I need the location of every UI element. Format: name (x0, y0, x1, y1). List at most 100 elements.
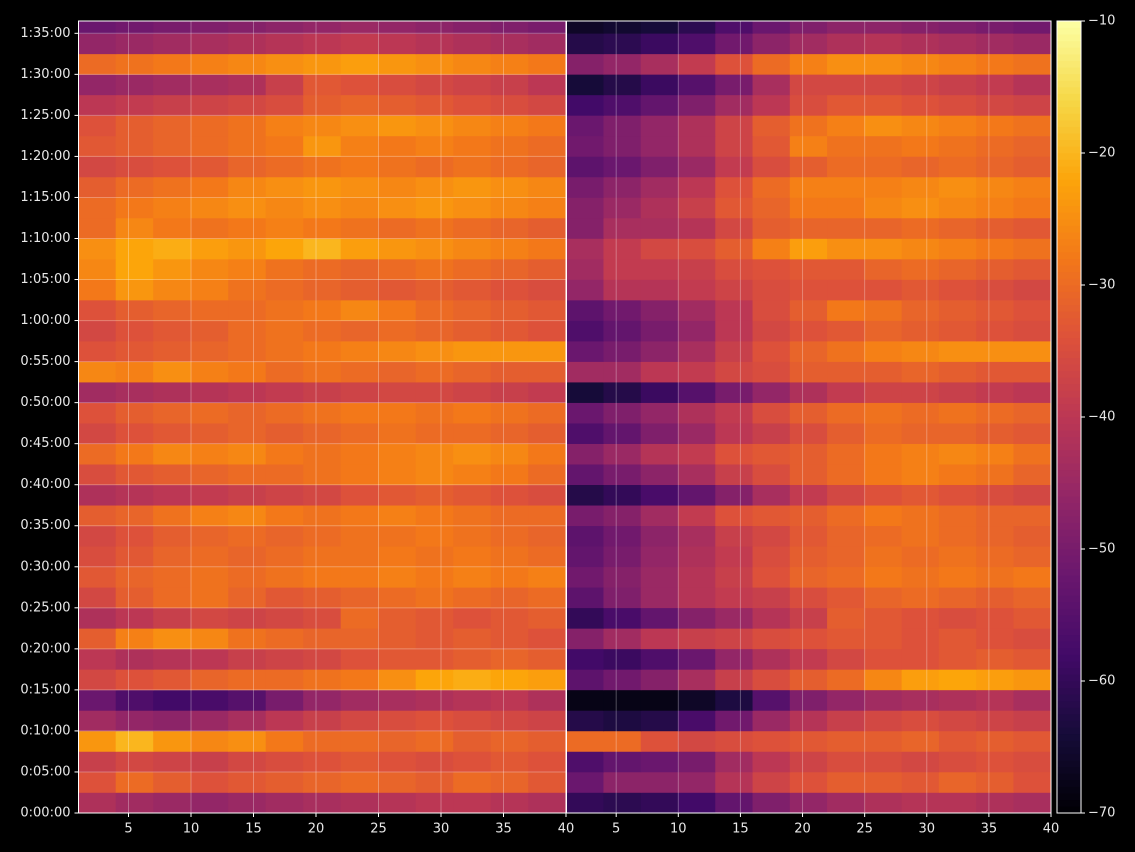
heat-cell (827, 566, 865, 588)
heat-cell (190, 525, 229, 547)
colorbar-step (1057, 99, 1081, 108)
heat-cell (789, 279, 828, 301)
heat-cell (566, 217, 605, 239)
heat-cell (415, 381, 454, 403)
heat-cell (752, 258, 791, 280)
heat-cell (78, 135, 117, 157)
heat-cell (827, 422, 865, 444)
colorbar-step (1057, 482, 1081, 490)
heat-cell (715, 628, 754, 650)
heat-cell (153, 792, 192, 813)
heat-cell (976, 669, 1015, 691)
heat-cell (228, 279, 267, 301)
heat-cell (678, 135, 716, 157)
y-tick-label: 1:05:00 (20, 272, 70, 287)
heat-cell (603, 422, 642, 444)
heat-cell (827, 135, 865, 157)
heat-cell (78, 669, 117, 691)
heat-cell (153, 381, 192, 403)
heat-cell (603, 340, 642, 362)
colorbar-step (1057, 60, 1081, 68)
heat-cell (1013, 115, 1051, 137)
colorbar-step (1057, 799, 1081, 807)
heat-cell (715, 648, 754, 670)
colorbar-step (1057, 733, 1081, 741)
heat-cell (789, 771, 828, 793)
heat-cell (976, 689, 1015, 711)
heat-cell (901, 176, 940, 198)
heat-cell (938, 340, 977, 362)
heat-cell (864, 21, 903, 34)
heat-cell (490, 422, 529, 444)
heat-cell (566, 156, 605, 178)
heat-cell (303, 545, 342, 568)
heat-cell (378, 258, 417, 280)
heat-cell (827, 771, 865, 793)
heat-cell (789, 525, 828, 547)
heat-cell (827, 792, 865, 813)
colorbar-step (1057, 238, 1081, 246)
heat-cell (415, 74, 454, 96)
y-tick-label: 0:50:00 (20, 395, 70, 410)
heat-cell (640, 566, 679, 588)
heat-cell (827, 381, 865, 403)
heat-cell (864, 751, 903, 773)
heat-cell (976, 279, 1015, 301)
heat-cell (864, 53, 903, 75)
colorbar-step (1057, 245, 1081, 253)
heat-cell (901, 197, 940, 219)
colorbar-step (1057, 720, 1081, 728)
heat-cell (901, 299, 940, 321)
heat-cell (78, 74, 117, 96)
heat-cell (976, 751, 1015, 773)
heat-cell (864, 484, 903, 506)
heat-cell (378, 176, 417, 198)
x-tick-label: 35 (495, 822, 512, 837)
heat-cell (752, 53, 791, 75)
heat-cell (789, 94, 828, 116)
heat-cell (603, 504, 642, 527)
heat-cell (640, 463, 679, 486)
colorbar-step (1057, 489, 1081, 497)
heat-cell (789, 176, 828, 198)
heat-cell (415, 238, 454, 260)
heat-cell (115, 730, 154, 752)
heat-cell (976, 710, 1015, 732)
heat-cell (715, 443, 754, 465)
heat-cell (228, 238, 267, 260)
colorbar-step (1057, 330, 1081, 339)
heat-cell (490, 710, 529, 732)
heat-cell (938, 402, 977, 424)
heat-cell (228, 115, 267, 137)
colorbar-step (1057, 172, 1081, 180)
heat-cell (715, 504, 754, 527)
colorbar-tick-label: −20 (1088, 146, 1115, 161)
heat-cell (827, 628, 865, 650)
heat-cell (640, 402, 679, 424)
heat-cell (115, 443, 154, 465)
heat-cell (228, 587, 267, 609)
heat-cell (1013, 176, 1051, 198)
colorbar-step (1057, 231, 1081, 240)
heat-cell (789, 484, 828, 506)
heat-cell (1013, 545, 1051, 568)
heat-cell (864, 710, 903, 732)
heat-cell (752, 135, 791, 157)
heat-cell (1013, 504, 1051, 527)
heat-cell (453, 381, 492, 403)
heat-cell (340, 751, 379, 773)
heat-cell (265, 258, 304, 280)
heat-cell (864, 689, 903, 711)
heat-cell (228, 197, 267, 219)
heat-cell (415, 33, 454, 55)
heat-cell (228, 94, 267, 116)
heat-cell (378, 566, 417, 588)
heat-cell (453, 258, 492, 280)
heat-cell (603, 484, 642, 506)
heat-cell (115, 74, 154, 96)
heat-cell (715, 361, 754, 383)
heat-cell (603, 669, 642, 691)
heat-cell (864, 587, 903, 609)
heat-cell (265, 525, 304, 547)
colorbar-step (1057, 258, 1081, 266)
